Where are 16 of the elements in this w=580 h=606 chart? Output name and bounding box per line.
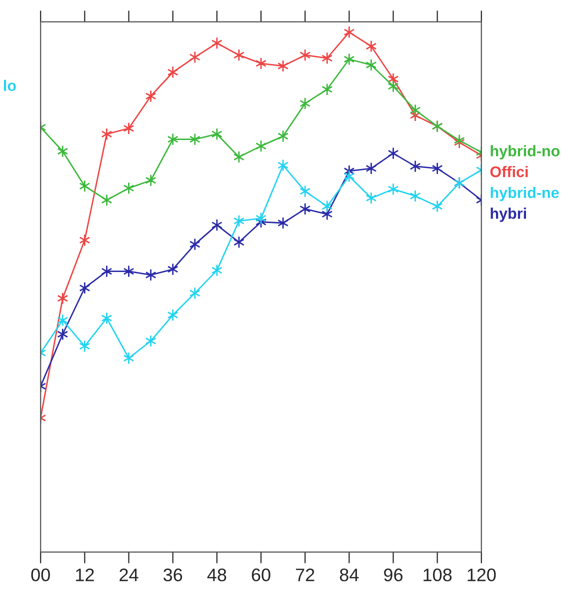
series-label: hybrid-ne [490,186,559,202]
x-tick-label: 12 [76,568,94,582]
x-tick-label: 24 [120,568,138,582]
x-tick-label: 96 [384,568,402,582]
x-tick-label: 60 [252,568,270,582]
x-tick-label: 72 [296,568,314,582]
text: lo [4,80,16,92]
x-tick-label: 84 [340,568,359,582]
x-tick-label: 36 [163,568,182,582]
x-tick-label: 108 [424,568,452,582]
series-label: hybrid-no [490,145,560,160]
series-label: Offici [490,166,528,178]
x-tick-label: 00 [31,568,50,582]
x-tick-label: 120 [468,568,496,582]
series-label: hybri [490,208,526,222]
x-tick-label: 48 [207,568,226,582]
